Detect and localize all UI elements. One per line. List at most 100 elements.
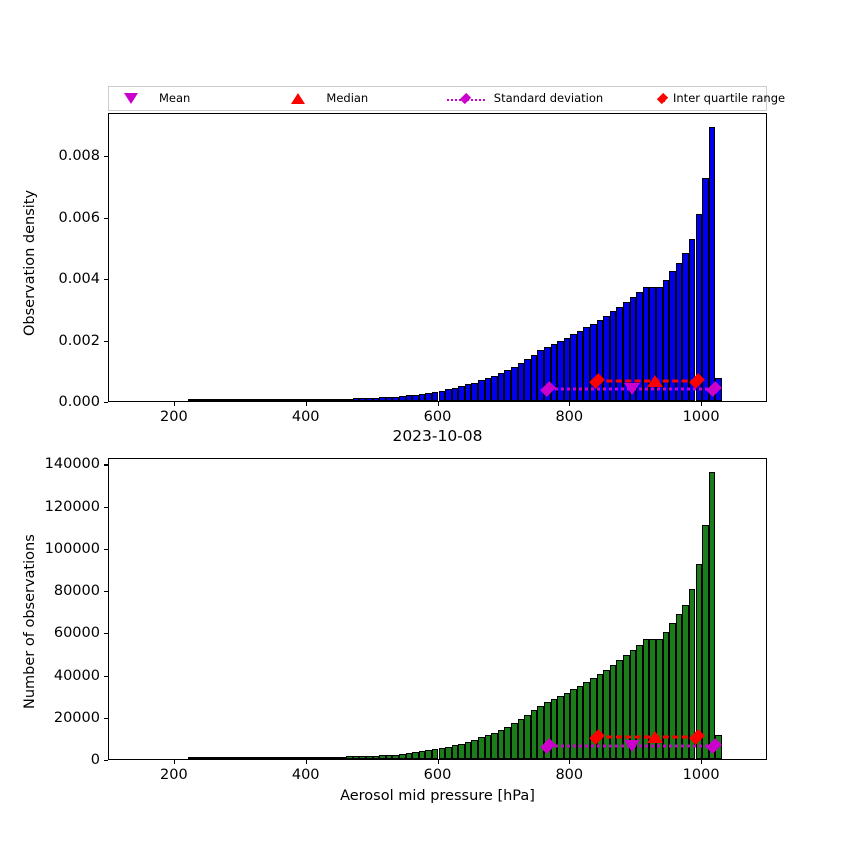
y-axis-tick: [104, 633, 108, 635]
histogram-bar: [504, 369, 511, 401]
histogram-bar: [682, 604, 689, 759]
histogram-bar: [398, 396, 406, 401]
y-axis-tick-label: 0.000: [58, 394, 100, 410]
histogram-bar: [636, 644, 643, 759]
histogram-bar: [702, 525, 709, 759]
median-marker: [647, 731, 664, 744]
histogram-bar: [273, 757, 281, 759]
histogram-bar: [464, 741, 472, 759]
histogram-bar: [372, 755, 380, 759]
histogram-bar: [445, 746, 452, 759]
histogram-bar: [214, 399, 222, 401]
histogram-bar: [458, 743, 465, 759]
histogram-bar: [484, 378, 492, 401]
x-axis-tick-label: 1000: [682, 409, 720, 425]
histogram-bar: [649, 639, 656, 759]
x-axis-tick-label: 400: [291, 409, 320, 425]
histogram-bar: [366, 398, 373, 401]
histogram-bar: [346, 756, 353, 759]
histogram-bar: [458, 386, 465, 401]
number-of-observations-bars: [109, 459, 766, 759]
histogram-bar: [662, 279, 670, 401]
histogram-bar: [543, 702, 551, 759]
mean-marker: [623, 383, 640, 396]
histogram-bar: [306, 757, 314, 759]
x-axis-tick: [305, 760, 307, 764]
histogram-bar: [372, 397, 380, 401]
histogram-bar: [629, 297, 637, 401]
histogram-bar: [247, 757, 254, 759]
histogram-bar: [484, 735, 492, 759]
histogram-bar: [478, 380, 485, 401]
legend-label: Mean: [159, 90, 191, 105]
histogram-bar: [471, 382, 479, 401]
histogram-bar: [412, 394, 419, 401]
histogram-bar: [234, 399, 241, 401]
y-axis-tick-label: 140000: [44, 456, 100, 473]
histogram-bar: [655, 286, 663, 401]
histogram-bar: [702, 177, 709, 401]
y-axis-tick: [104, 591, 108, 593]
triangle-up-icon: [291, 93, 306, 104]
x-axis-tick: [173, 760, 176, 764]
histogram-bar: [616, 660, 623, 759]
aerosol-mid-pressure-x-axis-title: Aerosol mid pressure [hPa]: [340, 788, 535, 804]
histogram-bar: [675, 262, 683, 401]
histogram-bar: [346, 398, 353, 401]
number-of-observations-plot-area: [108, 458, 767, 760]
histogram-bar: [418, 393, 426, 401]
histogram-bar: [688, 238, 696, 401]
y-axis-tick: [104, 156, 108, 158]
histogram-bar: [379, 397, 386, 401]
histogram-bar: [695, 214, 703, 401]
histogram-bar: [590, 677, 597, 759]
y-axis-tick-label: 0.002: [58, 332, 100, 349]
histogram-bar: [326, 757, 334, 759]
legend-label: Standard deviation: [493, 90, 604, 105]
histogram-bar: [682, 253, 689, 401]
histogram-bar: [708, 472, 716, 759]
y-axis-tick: [104, 548, 108, 550]
histogram-bar: [300, 399, 307, 401]
histogram-bar: [207, 757, 215, 759]
histogram-bar: [510, 722, 518, 759]
histogram-bar: [596, 673, 604, 759]
histogram-bar: [267, 757, 274, 759]
histogram-bar: [642, 639, 650, 759]
y-axis-tick-label: 100000: [44, 540, 100, 557]
x-axis-tick-label: 200: [160, 767, 188, 783]
histogram-bar: [557, 695, 564, 759]
y-axis-tick-label: 80000: [53, 583, 100, 600]
histogram-bar: [319, 757, 327, 759]
histogram-bar: [576, 685, 584, 759]
x-axis-tick-label: 800: [555, 409, 584, 425]
histogram-bar: [669, 271, 676, 401]
histogram-bar: [201, 757, 208, 759]
histogram-bar: [240, 757, 248, 759]
histogram-bar: [392, 754, 399, 759]
histogram-bar: [405, 753, 413, 759]
histogram-bar: [313, 757, 320, 759]
histogram-bar: [451, 387, 459, 401]
x-axis-tick: [701, 402, 703, 406]
histogram-bar: [616, 306, 623, 401]
histogram-bar: [319, 399, 327, 401]
y-axis-tick-label: 120000: [44, 498, 100, 515]
histogram-bar: [550, 699, 558, 759]
y-axis-tick: [104, 340, 108, 342]
histogram-bar: [306, 399, 314, 401]
histogram-bar: [227, 399, 235, 401]
histogram-bar: [234, 757, 241, 759]
histogram-bar: [188, 757, 195, 759]
histogram-bar: [359, 756, 366, 759]
histogram-bar: [267, 399, 274, 401]
histogram-bar: [510, 366, 518, 401]
histogram-bar: [583, 327, 591, 401]
histogram-bar: [649, 286, 656, 401]
histogram-bar: [221, 399, 228, 401]
observation-density-y-axis-title: Observation density: [22, 189, 38, 336]
histogram-bar: [359, 398, 366, 401]
y-axis-tick-label: 0.006: [58, 209, 100, 226]
histogram-bar: [280, 757, 287, 759]
mean-marker: [623, 740, 640, 753]
